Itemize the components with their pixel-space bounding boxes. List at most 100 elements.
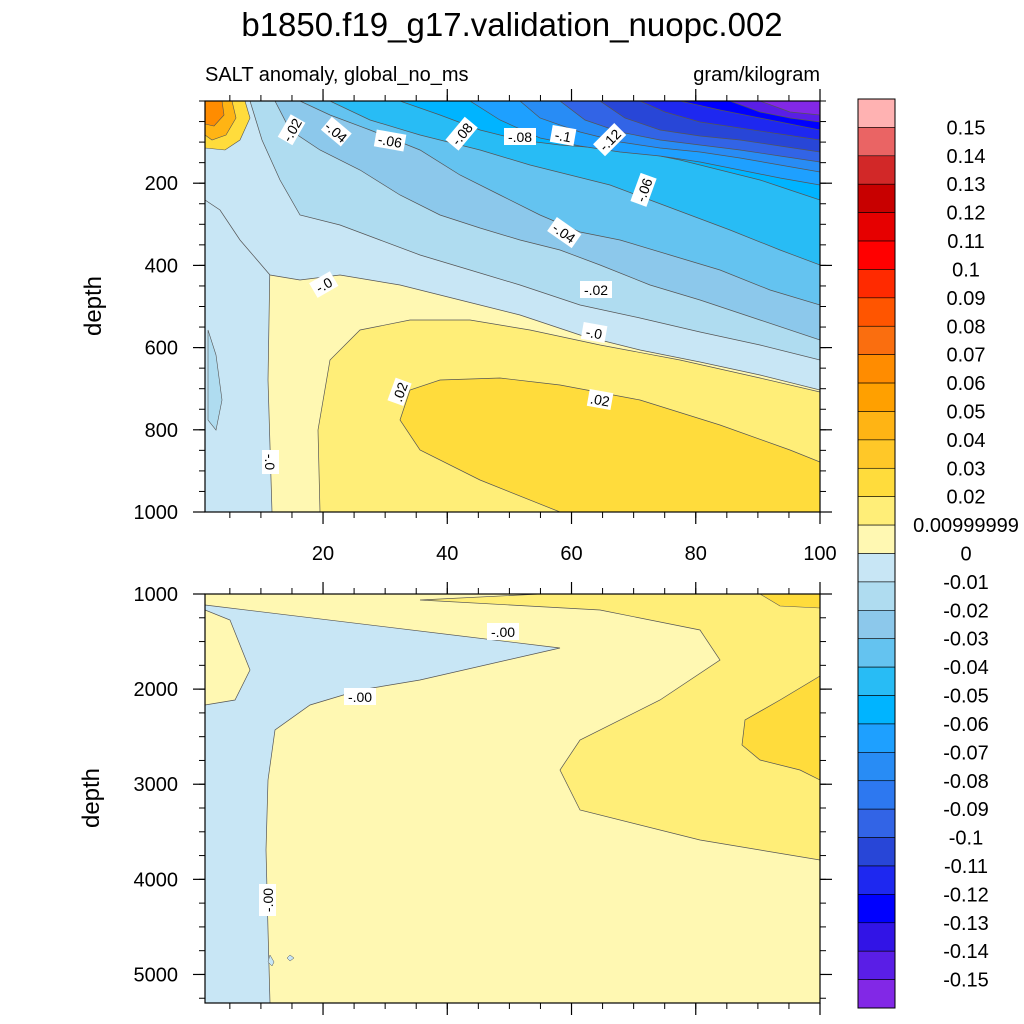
colorbar-label: 0.00999999: [913, 515, 1019, 537]
colorbar-label: 0.09: [947, 288, 986, 310]
colorbar-label: 0.12: [947, 203, 986, 225]
colorbar-label: 0.04: [947, 430, 986, 452]
colorbar-swatch: [857, 354, 896, 384]
colorbar-swatch: [857, 382, 896, 412]
colorbar-swatch: [857, 865, 896, 895]
colorbar-label: 0.11: [947, 231, 984, 253]
colorbar: 0.15 0.14 0.13 0.12 0.11 0.1 0.09 0.08 0.07 0.06 0…: [857, 98, 1019, 1009]
contour-label: .02: [589, 390, 611, 409]
y-tick-label: 1000: [134, 502, 179, 524]
contour-label: -.02: [584, 282, 608, 298]
colorbar-swatch: [857, 837, 896, 867]
y-tick-label: 1000: [134, 584, 179, 606]
contour-label: -.0: [313, 274, 335, 296]
colorbar-label: 0.05: [947, 401, 986, 423]
colorbar-swatch: [857, 780, 896, 810]
contour-label: -.00: [260, 888, 276, 912]
lower-contour-labels: -.00 -.00 -.00: [259, 623, 519, 916]
contour-label: .02: [389, 380, 411, 404]
upper-contour-field: [205, 101, 820, 512]
colorbar-label: -0.09: [943, 799, 989, 821]
y-tick-label: 2000: [134, 679, 179, 701]
colorbar-swatch: [857, 269, 896, 299]
colorbar-label: -0.03: [943, 629, 989, 651]
colorbar-label: -0.14: [943, 941, 989, 963]
subtitle-left: SALT anomaly, global_no_ms: [205, 64, 469, 86]
colorbar-label: -0.04: [943, 657, 989, 679]
contour-label: -.1: [554, 127, 573, 146]
contour-label: -.00: [491, 624, 515, 640]
colorbar-label: -0.08: [943, 771, 989, 793]
colorbar-swatch: [857, 467, 896, 497]
x-tick-label: 60: [560, 543, 582, 565]
colorbar-swatch: [857, 524, 896, 554]
colorbar-label: 0.14: [947, 146, 986, 168]
colorbar-label: 0.03: [947, 458, 986, 480]
colorbar-swatch: [857, 411, 896, 441]
colorbar-swatch: [857, 581, 896, 611]
colorbar-label: 0.07: [947, 345, 986, 367]
x-tick-label: 40: [436, 543, 458, 565]
y-tick-label: 5000: [134, 964, 179, 986]
x-tick-label: 80: [685, 543, 707, 565]
y-tick-label: 4000: [134, 869, 179, 891]
colorbar-swatch: [857, 183, 896, 213]
contour-label: -.06: [632, 176, 655, 204]
colorbar-label: -0.12: [943, 884, 989, 906]
colorbar-swatch: [857, 98, 896, 128]
colorbar-swatch: [857, 155, 896, 185]
colorbar-swatch: [857, 666, 896, 696]
subtitle-right: gram/kilogram: [693, 64, 820, 86]
colorbar-swatch: [857, 638, 896, 668]
colorbar-swatch: [857, 922, 896, 952]
colorbar-swatch: [857, 752, 896, 782]
colorbar-label: -0.1: [949, 828, 983, 850]
contour-label: -.0: [262, 454, 278, 471]
colorbar-swatch: [857, 723, 896, 753]
y-tick-label: 400: [145, 255, 178, 277]
colorbar-swatch: [857, 127, 896, 157]
y-tick-label: 600: [145, 338, 178, 360]
colorbar-swatch: [857, 695, 896, 725]
upper-contour-labels: -.02 -.04 -.06 -.08 -.08 -.1 -.12 -.06 -…: [262, 114, 657, 474]
colorbar-swatch: [857, 325, 896, 355]
lower-plot-frame: [204, 593, 821, 1004]
colorbar-swatch: [857, 496, 896, 526]
lower-contour-field: [205, 594, 820, 1003]
colorbar-label: -0.11: [944, 856, 988, 878]
colorbar-swatch: [857, 610, 896, 640]
colorbar-swatch: [857, 808, 896, 838]
contour-label: -.08: [508, 129, 532, 145]
contour-label: -.06: [377, 131, 404, 151]
colorbar-label: 0.15: [947, 117, 986, 139]
axes: 200 400 600 800 1000 1000 2000 3000 4000 5000 20 40…: [134, 89, 837, 1015]
colorbar-swatch: [857, 439, 896, 469]
colorbar-label: 0.13: [947, 174, 986, 196]
colorbar-swatch: [857, 212, 896, 242]
lower-y-axis-title: depth: [78, 768, 105, 828]
y-tick-label: 3000: [134, 774, 179, 796]
colorbar-label: 0: [960, 544, 971, 566]
colorbar-label: -0.01: [943, 572, 989, 594]
colorbar-label: 0.06: [947, 373, 986, 395]
colorbar-frame: [857, 98, 896, 1009]
y-tick-label: 800: [145, 420, 178, 442]
colorbar-label: -0.13: [943, 913, 989, 935]
x-tick-label: 20: [312, 543, 334, 565]
colorbar-label: -0.02: [943, 600, 989, 622]
colorbar-label: -0.06: [943, 714, 989, 736]
upper-panel: -.02 -.04 -.06 -.08 -.08 -.1 -.12 -.06 -…: [204, 100, 821, 513]
colorbar-label: 0.02: [947, 487, 986, 509]
colorbar-swatch: [857, 950, 896, 980]
colorbar-label: 0.1: [952, 259, 980, 281]
colorbar-label: -0.05: [943, 686, 989, 708]
chart-title: b1850.f19_g17.validation_nuopc.002: [241, 6, 782, 43]
x-tick-label: 100: [803, 543, 836, 565]
y-tick-label: 200: [145, 173, 178, 195]
contour-label: -.0: [585, 324, 604, 343]
colorbar-swatch: [857, 240, 896, 270]
contour-label: -.00: [348, 689, 372, 705]
colorbar-label: 0.08: [947, 316, 986, 338]
colorbar-label: -0.07: [943, 742, 989, 764]
